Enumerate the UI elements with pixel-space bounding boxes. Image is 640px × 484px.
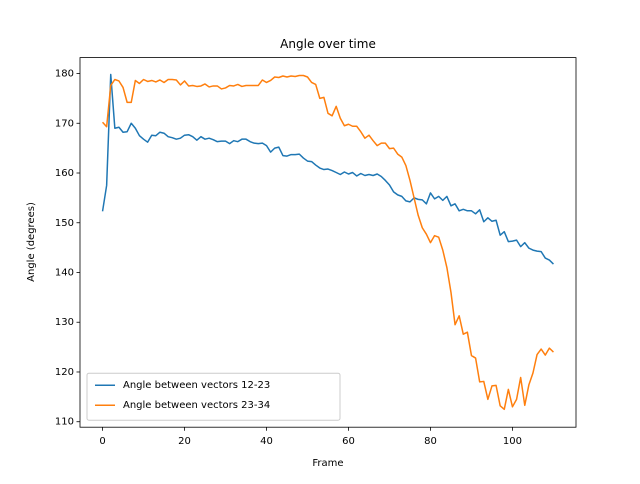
y-tick-label: 150 (55, 218, 74, 229)
x-tick-label: 60 (342, 436, 355, 447)
series-line (101, 73, 554, 265)
x-axis-label: Frame (312, 458, 343, 469)
y-tick-label: 120 (55, 367, 74, 378)
y-tick-label: 130 (55, 317, 74, 328)
y-tick-label: 170 (55, 118, 74, 129)
y-tick-label: 140 (55, 267, 74, 278)
legend-label: Angle between vectors 12-23 (123, 380, 270, 391)
series-line (101, 74, 554, 411)
chart-title: Angle over time (280, 37, 376, 51)
x-tick-label: 0 (99, 436, 105, 447)
y-tick-label: 180 (55, 69, 74, 80)
x-tick-label: 20 (178, 436, 191, 447)
legend-label: Angle between vectors 23-34 (123, 400, 270, 411)
x-tick-label: 40 (260, 436, 273, 447)
plot-frame (79, 57, 577, 428)
legend-box (86, 372, 341, 421)
x-tick-label: 100 (503, 436, 522, 447)
y-axis-label: Angle (degrees) (26, 202, 37, 282)
x-tick-label: 80 (424, 436, 437, 447)
y-tick-label: 160 (55, 168, 74, 179)
y-tick-label: 110 (55, 417, 74, 428)
